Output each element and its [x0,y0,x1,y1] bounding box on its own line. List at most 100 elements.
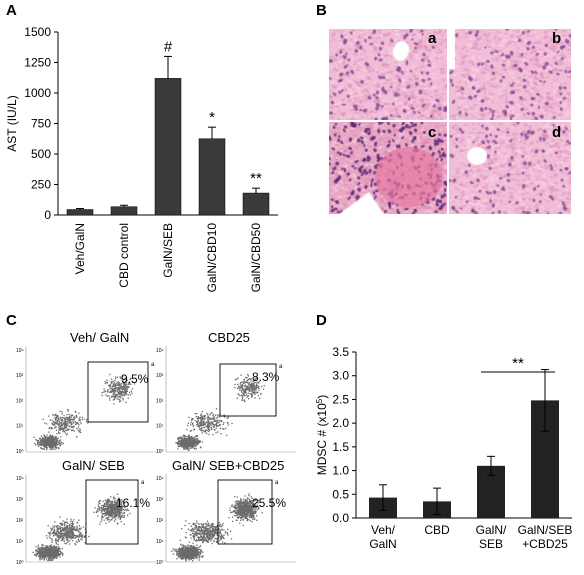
flow-event [45,438,47,440]
flow-event [217,424,219,427]
flow-event [218,421,221,423]
flow-event [188,557,190,559]
flow-event [192,554,194,557]
flow-event [119,400,122,402]
flow-event [50,436,53,438]
flow-event [194,550,196,552]
flow-event [55,550,57,552]
flow-event [114,510,116,512]
flow-event [64,426,66,428]
flow-event [61,524,63,526]
flow-event [83,418,85,420]
flow-event [67,423,69,425]
flow-event [98,502,100,504]
flow-event [125,509,127,511]
flow-event [215,427,217,429]
flow-event [111,508,114,510]
flow-event [51,447,53,449]
flow-event [214,420,216,423]
flow-event [120,511,122,514]
flow-event [189,442,192,445]
flow-event [46,537,48,539]
flow-event [35,439,37,441]
flow-event [193,553,195,556]
flow-event [99,502,101,505]
flow-event [99,508,101,510]
flow-event [63,534,65,536]
flow-event [67,522,69,524]
flow-event [248,519,250,521]
flow-event [73,534,75,536]
flow-event [110,378,113,380]
flow-event [77,530,79,532]
flow-axis-tick: 10⁰ [156,560,164,566]
flow-event [186,440,188,442]
flow-event [60,535,62,538]
flow-event [54,445,56,447]
flow-event [111,389,113,391]
flow-event [114,500,116,502]
flow-event [181,558,183,560]
flow-event [245,392,247,394]
flow-event [105,505,107,508]
flow-event [227,416,229,418]
flow-event [112,508,114,511]
flow-event [58,546,60,548]
flow-event [58,553,60,555]
flow-event [193,555,195,558]
flow-event [245,388,248,390]
flow-event [207,420,209,422]
bar [110,206,138,216]
flow-event [68,534,70,536]
flow-event [49,439,51,441]
flow-event [122,516,124,518]
flow-event [201,432,203,434]
flow-event [54,539,56,542]
flow-axis-tick: 10¹ [156,424,164,430]
flow-event [66,537,68,539]
flow-event [77,529,79,531]
flow-event [114,386,116,388]
flow-event [118,505,120,507]
flow-event [57,551,59,554]
flow-event [196,549,198,551]
flow-event [208,423,210,425]
flow-event [68,415,71,418]
flow-event [75,535,78,537]
flow-event [116,398,118,400]
flow-event [258,381,261,383]
flow-event [189,549,191,551]
flow-event [182,557,184,559]
flow-event [62,520,64,522]
flow-event [66,518,68,520]
flow-event [70,522,72,525]
flow-event [108,519,110,521]
flow-event [74,543,76,545]
flow-event [51,419,53,422]
flow-event [56,550,58,552]
flow-event [114,516,117,518]
flow-event [57,443,59,446]
flow-event [99,506,101,508]
flow-event [117,497,120,499]
flow-event [57,422,59,424]
flow-event [109,384,111,386]
flow-event [112,383,114,385]
flow-event [120,517,122,519]
flow-event [58,427,61,430]
flow-event [71,534,74,537]
flow-event [114,504,116,506]
flow-event [107,502,109,504]
flow-event [72,522,74,525]
flow-event [107,514,109,516]
flow-event [181,444,184,446]
flow-event [65,419,67,421]
flow-event [244,504,246,507]
flow-event [39,553,41,555]
flow-event [203,422,205,424]
flow-event [123,386,125,388]
flow-event [71,423,73,425]
flow-event [66,530,68,532]
flow-event [204,423,206,426]
flow-event [207,425,209,427]
